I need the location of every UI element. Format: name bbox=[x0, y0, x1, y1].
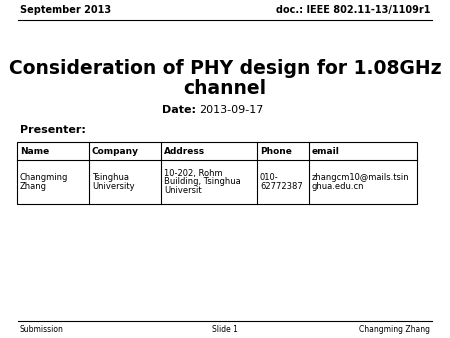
Text: zhangcm10@mails.tsin: zhangcm10@mails.tsin bbox=[312, 173, 410, 182]
Text: Date:: Date: bbox=[162, 105, 196, 115]
Text: 62772387: 62772387 bbox=[260, 182, 303, 191]
Text: 2013-09-17: 2013-09-17 bbox=[199, 105, 263, 115]
Text: Address: Address bbox=[164, 146, 205, 155]
Text: Building, Tsinghua: Building, Tsinghua bbox=[164, 177, 241, 187]
Text: ghua.edu.cn: ghua.edu.cn bbox=[312, 182, 364, 191]
Text: channel: channel bbox=[184, 79, 266, 98]
Text: Changming Zhang: Changming Zhang bbox=[359, 324, 430, 334]
Text: Changming: Changming bbox=[20, 173, 68, 182]
Text: Company: Company bbox=[92, 146, 139, 155]
Text: Universit: Universit bbox=[164, 186, 202, 195]
Text: Tsinghua: Tsinghua bbox=[92, 173, 129, 182]
Text: Slide 1: Slide 1 bbox=[212, 324, 238, 334]
Text: Presenter:: Presenter: bbox=[20, 125, 86, 135]
Text: September 2013: September 2013 bbox=[20, 5, 111, 15]
Text: email: email bbox=[312, 146, 340, 155]
Text: Zhang: Zhang bbox=[20, 182, 47, 191]
Text: Name: Name bbox=[20, 146, 49, 155]
Text: University: University bbox=[92, 182, 135, 191]
Text: 10-202, Rohm: 10-202, Rohm bbox=[164, 169, 223, 178]
Bar bbox=[17, 142, 417, 204]
Text: doc.: IEEE 802.11-13/1109r1: doc.: IEEE 802.11-13/1109r1 bbox=[275, 5, 430, 15]
Text: 010-: 010- bbox=[260, 173, 279, 182]
Text: Consideration of PHY design for 1.08GHz: Consideration of PHY design for 1.08GHz bbox=[9, 58, 441, 77]
Text: Submission: Submission bbox=[20, 324, 64, 334]
Text: Phone: Phone bbox=[260, 146, 292, 155]
